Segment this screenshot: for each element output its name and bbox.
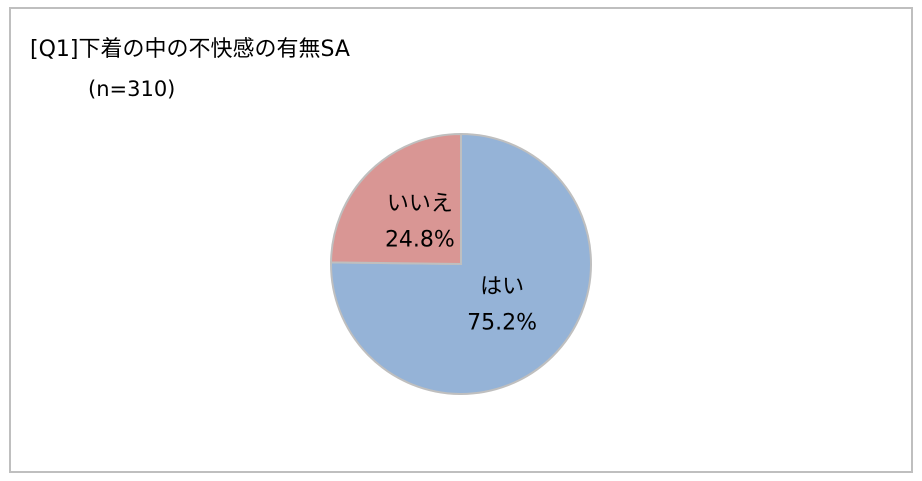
chart-title: [Q1]下着の中の不快感の有無SA (30, 37, 350, 62)
slice-label: いいえ (387, 191, 453, 216)
slice-label: はい (480, 275, 524, 300)
value-label: 24.8% (385, 227, 455, 252)
chart-subtitle: (n=310) (88, 77, 175, 101)
pie-slice (329, 132, 462, 266)
value-label: 75.2% (467, 311, 537, 336)
pie-slice (330, 132, 592, 395)
